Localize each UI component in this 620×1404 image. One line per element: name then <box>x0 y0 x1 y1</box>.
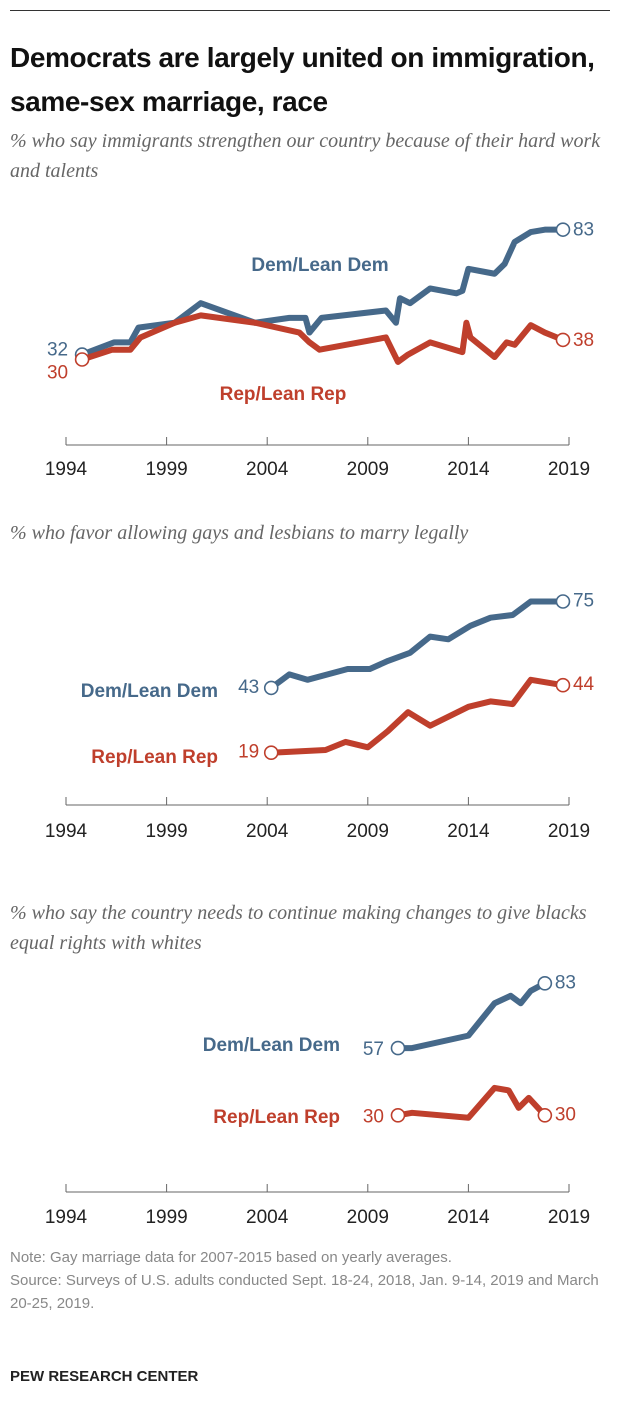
endpoint-marker <box>537 1108 553 1123</box>
series-label: Dem/Lean Dem <box>251 255 388 276</box>
footer: PEW RESEARCH CENTER <box>10 1368 199 1385</box>
data-label: 75 <box>573 591 594 612</box>
data-label: 43 <box>238 677 259 698</box>
note: Note: Gay marriage data for 2007-2015 ba… <box>10 1249 452 1266</box>
source: Source: Surveys of U.S. adults conducted… <box>10 1272 599 1312</box>
top-rule <box>10 10 610 11</box>
x-tick-label: 2014 <box>447 459 490 480</box>
endpoint-marker <box>555 594 571 609</box>
x-tick-label: 1999 <box>145 1207 187 1228</box>
subtitle: % who say the country needs to continue … <box>10 902 587 954</box>
x-tick-label: 2014 <box>447 821 490 842</box>
series-label: Rep/Lean Rep <box>91 747 218 768</box>
title: Democrats are largely united on immigrat… <box>10 42 595 117</box>
series-label: Rep/Lean Rep <box>213 1107 340 1128</box>
series-line <box>79 312 566 365</box>
endpoint-marker <box>537 976 553 991</box>
x-tick-label: 2009 <box>347 1207 389 1228</box>
endpoint-marker <box>555 332 571 348</box>
x-tick-label: 1999 <box>145 821 187 842</box>
x-tick-label: 1999 <box>145 459 187 480</box>
data-label: 38 <box>573 330 594 351</box>
data-label: 19 <box>238 742 259 763</box>
subtitle: % who say immigrants strengthen our coun… <box>10 130 601 182</box>
x-tick-label: 2009 <box>347 821 389 842</box>
data-label: 30 <box>555 1104 576 1125</box>
endpoint-marker <box>74 352 90 367</box>
x-tick-label: 2019 <box>548 1207 590 1228</box>
endpoint-marker <box>263 680 279 696</box>
x-tick-label: 1994 <box>45 459 88 480</box>
series-line <box>268 676 566 756</box>
endpoint-marker <box>263 745 279 761</box>
series-line <box>79 226 566 358</box>
x-tick-label: 2019 <box>548 821 590 842</box>
x-tick-label: 2009 <box>347 459 389 480</box>
x-tick-label: 2014 <box>447 1207 490 1228</box>
series-label: Dem/Lean Dem <box>203 1035 340 1056</box>
data-label: 30 <box>363 1106 384 1127</box>
x-tick-label: 1994 <box>45 821 88 842</box>
endpoint-marker <box>390 1040 406 1056</box>
data-label: 30 <box>47 363 68 384</box>
x-tick-label: 2004 <box>246 1207 289 1228</box>
subtitle: % who favor allowing gays and lesbians t… <box>10 522 469 544</box>
endpoint-marker <box>555 222 571 237</box>
endpoint-marker <box>390 1108 406 1123</box>
series-label: Rep/Lean Rep <box>220 384 347 405</box>
data-label: 44 <box>573 674 595 695</box>
data-label: 32 <box>47 340 68 361</box>
series-line <box>394 1084 548 1121</box>
series-label: Dem/Lean Dem <box>81 681 218 702</box>
x-tick-label: 2019 <box>548 459 590 480</box>
data-label: 83 <box>555 972 576 993</box>
endpoint-marker <box>555 677 571 693</box>
data-label: 83 <box>573 220 594 241</box>
x-tick-label: 2004 <box>246 821 289 842</box>
x-tick-label: 1994 <box>45 1207 88 1228</box>
series-line <box>268 598 566 691</box>
series-line <box>394 980 548 1052</box>
x-tick-label: 2004 <box>246 459 289 480</box>
data-label: 57 <box>363 1039 384 1060</box>
